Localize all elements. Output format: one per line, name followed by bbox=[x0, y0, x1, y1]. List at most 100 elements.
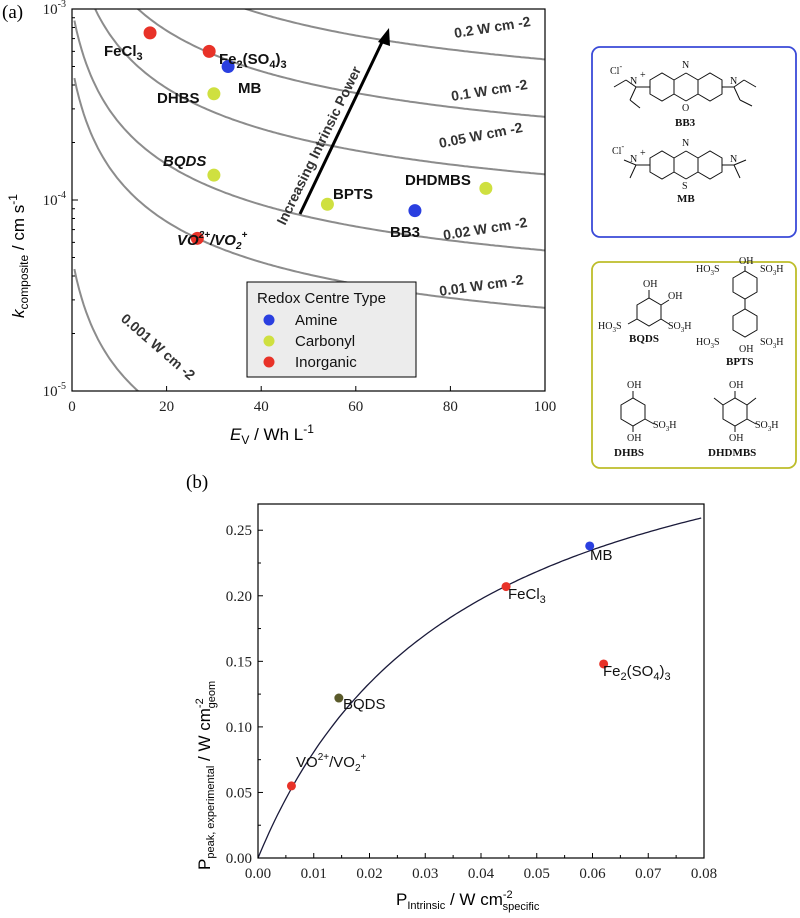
panel-a-x-ticks: 0 20 40 60 80 100 bbox=[68, 386, 556, 415]
y-tick-label: 10-5 bbox=[43, 381, 66, 400]
mb-n-top: N bbox=[682, 138, 689, 149]
x-tick-label: 0 bbox=[68, 399, 76, 415]
legend-marker-carbonyl bbox=[263, 335, 275, 347]
panel-b-x-axis-label: PIntrinsic / W cm-2 specific bbox=[396, 889, 540, 913]
isoline-label-0.1: 0.1 W cm -2 bbox=[450, 76, 529, 104]
bb3-name: BB3 bbox=[675, 117, 696, 129]
point-bpts bbox=[320, 197, 334, 211]
mb-name: MB bbox=[677, 193, 695, 205]
legend: Redox Centre Type Amine Carbonyl Inorgan… bbox=[246, 281, 417, 378]
dhbs-so3h: SO3H bbox=[653, 420, 677, 433]
bpts-so3h-top: SO3H bbox=[760, 264, 784, 277]
point-dhdmbs bbox=[479, 181, 493, 195]
point-b-vo bbox=[286, 781, 296, 791]
y-tick-label: 0.10 bbox=[226, 720, 252, 736]
bb3-n-left: N bbox=[630, 76, 637, 87]
isoline-0.2 bbox=[242, 9, 545, 61]
fit-curve bbox=[257, 517, 702, 859]
x-tick-label: 0.06 bbox=[579, 866, 606, 882]
label-bpts-a: BPTS bbox=[333, 186, 373, 203]
y-tick-label: 10-3 bbox=[43, 0, 66, 18]
bpts-so3h-bot: SO3H bbox=[760, 337, 784, 350]
dhbs-name: DHBS bbox=[614, 447, 644, 459]
dhbs-oh-bot: OH bbox=[627, 433, 641, 444]
x-tick-label: 100 bbox=[534, 399, 557, 415]
legend-marker-inorganic bbox=[263, 356, 275, 368]
label-vo-a: VO2+/VO2+ bbox=[177, 230, 248, 252]
dhbs-structure bbox=[620, 391, 655, 432]
isoline-0.05 bbox=[94, 9, 545, 176]
legend-entry-amine: Amine bbox=[295, 312, 338, 329]
mb-s: S bbox=[682, 181, 688, 192]
x-tick-label: 0.00 bbox=[245, 866, 271, 882]
panel-a-y-axis-label: kcomposite / cm s-1 bbox=[6, 194, 31, 318]
x-tick-label: 0.07 bbox=[635, 866, 662, 882]
bb3-n-top: N bbox=[682, 60, 689, 71]
dhbs-oh-top: OH bbox=[627, 380, 641, 391]
x-tick-label: 0.02 bbox=[356, 866, 382, 882]
x-tick-label: 0.04 bbox=[468, 866, 495, 882]
point-fe bbox=[202, 44, 216, 58]
x-tick-label: 0.03 bbox=[412, 866, 438, 882]
mb-n-left: N bbox=[630, 154, 637, 165]
y-tick-label: 0.05 bbox=[226, 785, 252, 801]
panel-b-y-axis-label: Ppeak, experimental / W cm-2geom bbox=[194, 681, 218, 870]
label-bqds-a: BQDS bbox=[163, 153, 206, 170]
point-bb3 bbox=[408, 204, 422, 218]
bpts-ho3s-bot: HO3S bbox=[696, 337, 720, 350]
dhdmbs-so3h: SO3H bbox=[755, 420, 779, 433]
label-fecl3-a: FeCl3 bbox=[104, 43, 143, 63]
legend-title: Redox Centre Type bbox=[257, 290, 386, 307]
x-tick-label: 0.05 bbox=[524, 866, 550, 882]
bb3-structure bbox=[613, 72, 757, 109]
panel-b-frame bbox=[257, 503, 705, 859]
isoline-0.1 bbox=[136, 9, 545, 118]
label-dhbs-a: DHBS bbox=[157, 90, 200, 107]
point-dhbs bbox=[207, 87, 221, 101]
carbonyl-structures-box: OH OH HO3S SO3H BQDS OH HO3S SO3H HO3S S… bbox=[591, 256, 797, 469]
panel-a-x-axis-label: EV / Wh L-1 bbox=[230, 422, 314, 447]
panel-a-label: (a) bbox=[2, 2, 23, 23]
bb3-charge: + bbox=[640, 70, 646, 81]
bqds-oh-1: OH bbox=[643, 279, 657, 290]
isoline-label-0.001: 0.001 W cm -2 bbox=[118, 310, 199, 383]
bqds-structure bbox=[627, 290, 670, 327]
x-tick-label: 20 bbox=[159, 399, 174, 415]
bpts-structure bbox=[732, 266, 758, 338]
x-tick-label: 60 bbox=[348, 399, 363, 415]
panel-a-points bbox=[143, 26, 493, 245]
panel-a-plot bbox=[73, 9, 545, 391]
isoline-0.01 bbox=[73, 77, 545, 309]
isoline-label-0.02: 0.02 W cm -2 bbox=[442, 214, 528, 243]
mb-n-right: N bbox=[730, 154, 737, 165]
isoline-label-0.05: 0.05 W cm -2 bbox=[438, 119, 525, 151]
bqds-oh-2: OH bbox=[668, 291, 682, 302]
label-dhdmbs-a: DHDMBS bbox=[405, 172, 471, 189]
panel-a-y-ticks: 10-3 10-4 10-5 bbox=[43, 0, 78, 400]
bqds-so3h: SO3H bbox=[668, 321, 692, 334]
panel-b-y-ticks: 0.00 0.05 0.10 0.15 0.20 0.25 bbox=[226, 523, 263, 867]
mb-counter-ion: Cl- bbox=[612, 142, 624, 157]
point-bqds bbox=[207, 168, 221, 182]
point-b-bqds bbox=[334, 693, 344, 703]
isoline-label-0.01: 0.01 W cm -2 bbox=[438, 271, 524, 299]
y-tick-label: 10-4 bbox=[43, 190, 66, 209]
dhdmbs-oh-bot: OH bbox=[729, 433, 743, 444]
dhdmbs-oh-top: OH bbox=[729, 380, 743, 391]
panel-b-x-ticks: 0.00 0.01 0.02 0.03 0.04 0.05 0.06 0.07 0.08 bbox=[245, 853, 717, 882]
label-bb3-a: BB3 bbox=[390, 224, 420, 241]
y-tick-label: 0.20 bbox=[226, 589, 252, 605]
y-tick-label: 0.25 bbox=[226, 523, 252, 539]
legend-entry-inorganic: Inorganic bbox=[295, 354, 357, 371]
label-mb-a: MB bbox=[238, 80, 261, 97]
bpts-ho3s-top: HO3S bbox=[696, 264, 720, 277]
y-tick-label: 0.15 bbox=[226, 654, 252, 670]
bqds-ho3s: HO3S bbox=[598, 321, 622, 334]
point-vo bbox=[190, 231, 204, 245]
legend-entry-carbonyl: Carbonyl bbox=[295, 333, 355, 350]
dhdmbs-name: DHDMBS bbox=[708, 447, 756, 459]
panel-b-points bbox=[286, 541, 609, 791]
bpts-oh-bot: OH bbox=[739, 344, 753, 355]
bqds-name: BQDS bbox=[629, 333, 659, 345]
label-bqds-b: BQDS bbox=[343, 696, 386, 713]
